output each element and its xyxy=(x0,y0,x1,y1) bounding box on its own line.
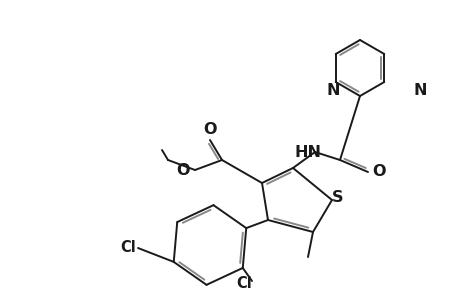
Text: HN: HN xyxy=(294,145,321,160)
Text: N: N xyxy=(325,82,339,98)
Text: O: O xyxy=(176,163,190,178)
Text: O: O xyxy=(203,122,216,137)
Text: Cl: Cl xyxy=(120,241,135,256)
Text: O: O xyxy=(371,164,385,179)
Text: S: S xyxy=(331,190,343,205)
Text: N: N xyxy=(412,82,426,98)
Text: Cl: Cl xyxy=(235,275,252,290)
